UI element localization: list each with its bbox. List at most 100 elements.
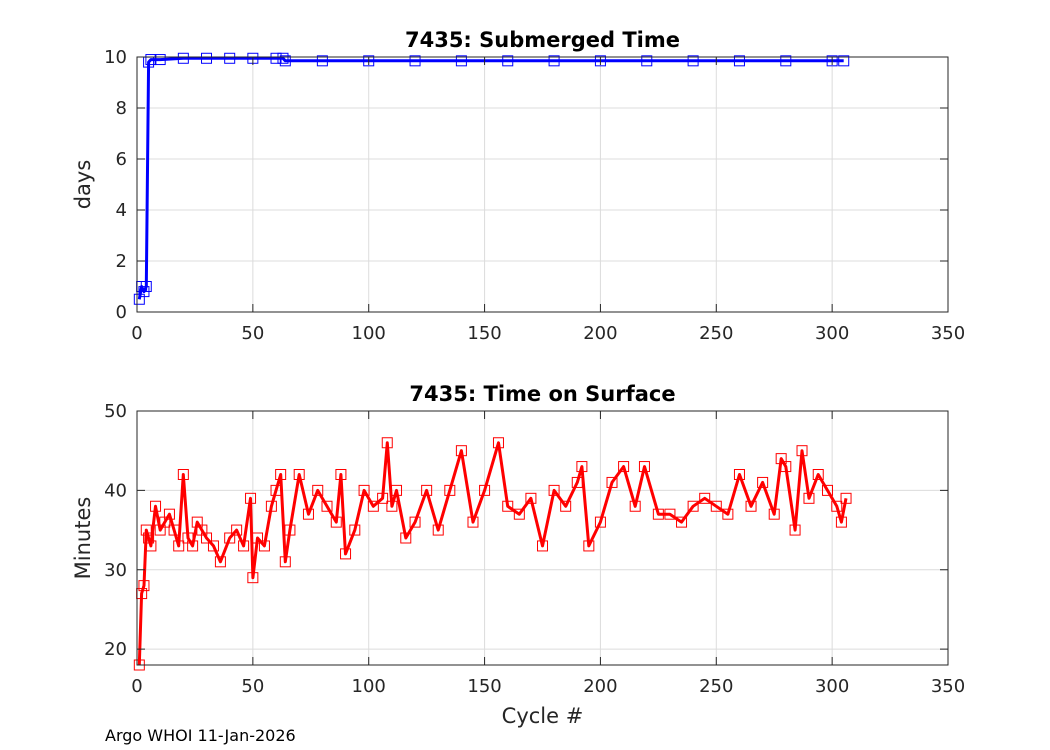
chart-1-ytick-label: 20 <box>104 639 127 660</box>
chart-1-data-point <box>560 500 572 512</box>
chart-0-xtick-label: 100 <box>352 323 386 344</box>
chart-1-data-point <box>831 500 843 512</box>
chart-0-data-point <box>641 55 653 67</box>
chart-0-xtick-label: 300 <box>815 323 849 344</box>
chart-1-data-point <box>247 572 259 584</box>
chart-0-ylabel: days <box>71 160 95 210</box>
chart-1-data-point <box>455 445 467 457</box>
chart-1-data-point <box>606 476 618 488</box>
submerged-time-chart: 0 50 100 150 200 250 300 350 0 2 4 6 8 10 7435: Submer… <box>71 28 965 344</box>
chart-0-ytick-label: 4 <box>116 200 127 221</box>
chart-1-data-point <box>143 532 155 544</box>
chart-1-data-point <box>358 484 370 496</box>
chart-0-data-point <box>780 55 792 67</box>
chart-1-data-point <box>652 508 664 520</box>
chart-0-data-point <box>154 54 166 66</box>
chart-0-data-point <box>270 52 282 64</box>
chart-1-data-point <box>335 469 347 480</box>
chart-1-data-point <box>275 469 287 480</box>
chart-1-data-point <box>745 500 757 512</box>
chart-1-data-point <box>293 469 305 480</box>
chart-0-data-point <box>363 55 375 67</box>
chart-0-data-point <box>277 52 289 64</box>
chart-0-data-point <box>594 55 606 67</box>
chart-1-data-point <box>513 508 525 520</box>
chart-0-data-point <box>826 55 838 67</box>
chart-0-data-point <box>838 55 850 67</box>
chart-1-data-point <box>251 532 263 544</box>
chart-1-xtick-label: 350 <box>931 676 965 697</box>
chart-1-axes-frame <box>136 410 949 666</box>
chart-1-data-point <box>409 516 421 528</box>
chart-1-data-point <box>479 484 491 496</box>
chart-1-xtick-label: 0 <box>131 676 142 697</box>
chart-1-data-point <box>537 540 548 552</box>
chart-1-data-point <box>835 516 847 528</box>
chart-0-xtick-label: 350 <box>931 323 965 344</box>
chart-1-xtick-label: 50 <box>241 676 264 697</box>
chart-0-axes-frame <box>136 56 949 313</box>
chart-1-xtick-label: 100 <box>352 676 386 697</box>
chart-1-data-point <box>207 540 219 552</box>
chart-1-data-point <box>265 500 277 512</box>
chart-1-plot-area <box>137 411 948 665</box>
chart-1-title: 7435: Time on Surface <box>409 382 675 406</box>
chart-0-data-point <box>279 55 291 67</box>
chart-0-data-point <box>224 52 236 64</box>
chart-1-data-point <box>502 500 514 512</box>
chart-1-data-point <box>330 516 342 528</box>
chart-1-data-point <box>789 524 801 536</box>
chart-1-data-point <box>571 476 583 488</box>
chart-1-data-point <box>321 500 333 512</box>
chart-1-data-point <box>687 500 699 512</box>
chart-1-data-point <box>201 532 213 544</box>
chart-1-ytick-label: 40 <box>104 480 127 501</box>
chart-1-data-point <box>710 500 722 512</box>
chart-1-data-point <box>583 540 595 552</box>
chart-1-data-point <box>270 484 282 496</box>
chart-1-data-point <box>302 508 314 520</box>
chart-1-data-point <box>138 580 150 592</box>
chart-1-xlabel: Cycle # <box>502 704 584 728</box>
chart-1-data-point <box>187 540 199 552</box>
chart-1-data-point <box>733 469 745 480</box>
chart-1-data-point <box>284 524 296 536</box>
chart-1-data-point <box>699 492 711 504</box>
chart-0-series-line <box>137 56 844 300</box>
chart-1-data-point <box>548 484 560 496</box>
chart-1-data-point <box>340 548 352 560</box>
chart-1-data-point <box>812 469 824 480</box>
chart-1-data-point <box>618 461 630 473</box>
chart-1-xtick-label: 250 <box>699 676 733 697</box>
chart-1-data-point <box>377 492 389 504</box>
chart-0-xtick-label: 150 <box>467 323 501 344</box>
chart-1-data-point <box>177 469 189 480</box>
chart-1-data-point <box>238 540 250 552</box>
chart-0-data-point <box>145 54 157 66</box>
chart-1-data-point <box>757 476 769 488</box>
chart-1-data-point <box>381 437 393 449</box>
chart-0-data-point <box>455 55 467 67</box>
chart-1-data-point <box>173 540 185 552</box>
chart-1-data-point <box>386 500 398 512</box>
chart-1-data-point <box>163 508 175 520</box>
chart-1-data-point <box>421 484 433 496</box>
chart-1-data-point <box>231 524 243 536</box>
chart-1-data-point <box>492 437 504 449</box>
chart-0-xtick-label: 0 <box>131 323 142 344</box>
chart-1-data-point <box>150 500 162 512</box>
chart-1-data-point <box>245 492 257 504</box>
chart-1-data-point <box>796 445 808 457</box>
footer-credit: Argo WHOI 11-Jan-2026 <box>105 726 296 745</box>
chart-0-data-point <box>177 52 189 64</box>
chart-0-plot-area <box>137 57 948 312</box>
chart-1-data-point <box>594 516 606 528</box>
chart-0-xtick-label: 200 <box>583 323 617 344</box>
chart-1-ytick-label: 50 <box>104 401 127 422</box>
chart-0-data-point <box>201 52 213 64</box>
chart-1-data-point <box>803 492 815 504</box>
chart-1-data-point <box>391 484 403 496</box>
chart-1-data-point <box>664 508 676 520</box>
